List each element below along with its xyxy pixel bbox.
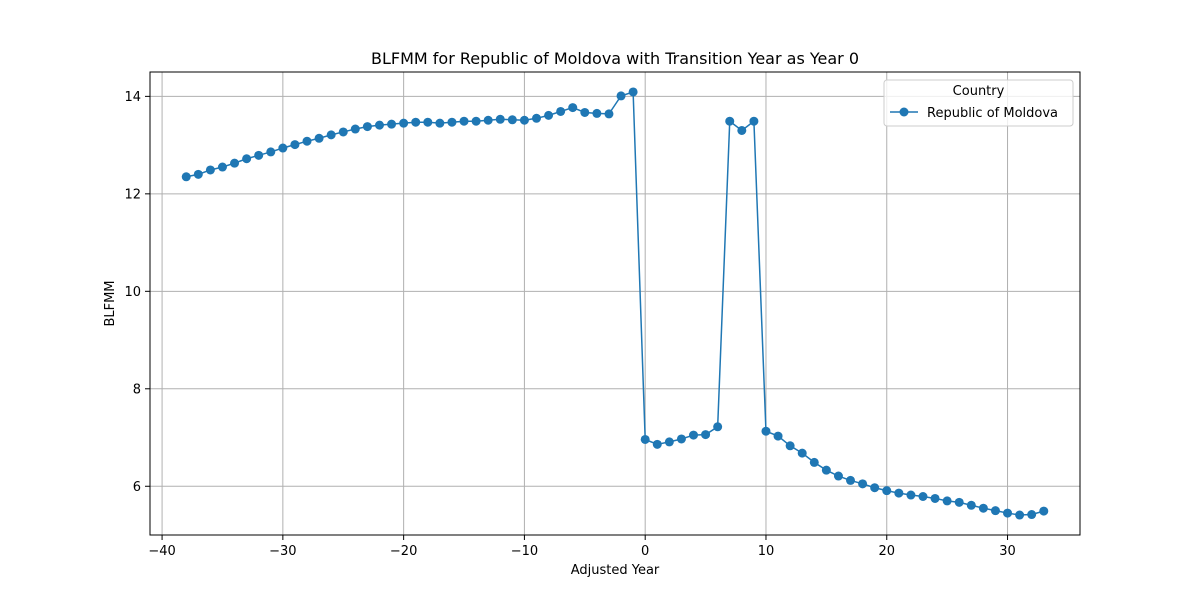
data-point [640,434,650,444]
data-point [544,110,554,120]
x-tick-label: 0 [641,544,649,559]
data-point [664,437,674,447]
data-point [531,113,541,123]
y-tick-label: 10 [124,285,141,300]
data-point [447,117,457,127]
data-point [833,471,843,481]
data-point [362,122,372,132]
x-tick-label: 20 [878,544,895,559]
data-point [387,119,397,129]
plot-area-frame [149,71,1081,536]
x-tick-label: −20 [390,544,417,559]
data-point [628,87,638,97]
data-point [217,162,227,172]
data-point [942,496,952,506]
legend: Country Republic of Moldova [883,79,1074,127]
data-point [785,441,795,451]
data-point [399,118,409,128]
data-point [749,116,759,126]
data-point [435,118,445,128]
data-point [604,109,614,119]
data-point [954,497,964,507]
data-point [773,431,783,441]
data-point [858,479,868,489]
data-point [882,486,892,496]
axis-ticks: −40 −30 −20 −10 0 10 20 30 6 8 10 12 14 [124,90,1015,559]
data-point [1015,510,1025,520]
data-point [471,116,481,126]
data-point [846,475,856,485]
data-point [266,147,276,157]
data-point [507,115,517,125]
data-point [918,491,928,501]
data-point [254,150,264,160]
data-point [930,493,940,503]
y-tick-label: 8 [133,382,141,397]
data-point [761,426,771,436]
data-point [1027,510,1037,520]
data-point [374,120,384,130]
legend-box [883,79,1074,127]
chart-title: BLFMM for Republic of Moldova with Trans… [371,49,859,68]
data-point [338,127,348,137]
data-point [459,116,469,126]
data-point [592,108,602,118]
data-point [423,117,433,127]
data-point [616,91,626,101]
data-point [676,434,686,444]
data-point [713,422,723,432]
data-point [230,158,240,168]
data-point [990,506,1000,516]
data-point [652,439,662,449]
data-point [568,103,578,113]
data-point [737,125,747,135]
y-axis-label: BLFMM [103,280,118,326]
data-point [193,169,203,179]
y-tick-label: 6 [133,480,141,495]
data-point [966,500,976,510]
x-axis-label: Adjusted Year [571,563,660,578]
legend-title: Country [953,84,1005,99]
data-point [278,143,288,153]
data-point [205,165,215,175]
y-tick-label: 14 [124,90,141,105]
data-point [181,172,191,182]
legend-series-marker [899,107,909,117]
data-point [556,106,566,116]
data-point [326,130,336,140]
data-point [978,503,988,513]
data-point [809,457,819,467]
data-point [350,124,360,134]
x-tick-label: 30 [999,544,1016,559]
data-point [290,140,300,150]
data-point [701,430,711,440]
grid-lines [150,72,1080,535]
data-point [302,136,312,146]
series-layer [181,87,1049,520]
data-point [580,107,590,117]
x-tick-label: −40 [148,544,175,559]
data-point [797,448,807,458]
data-point [483,115,493,125]
data-point [894,488,904,498]
data-point [689,430,699,440]
data-point [870,483,880,493]
data-point [1003,508,1013,518]
data-point [411,117,421,127]
data-point [906,490,916,500]
x-tick-label: −10 [511,544,538,559]
data-point [1039,506,1049,516]
data-point [495,114,505,124]
data-point [242,154,252,164]
data-point [519,115,529,125]
x-tick-label: −30 [269,544,296,559]
x-tick-label: 10 [758,544,775,559]
data-point [725,116,735,126]
legend-series-label: Republic of Moldova [927,106,1058,121]
data-point [314,133,324,143]
data-point [821,465,831,475]
y-tick-label: 12 [124,187,141,202]
